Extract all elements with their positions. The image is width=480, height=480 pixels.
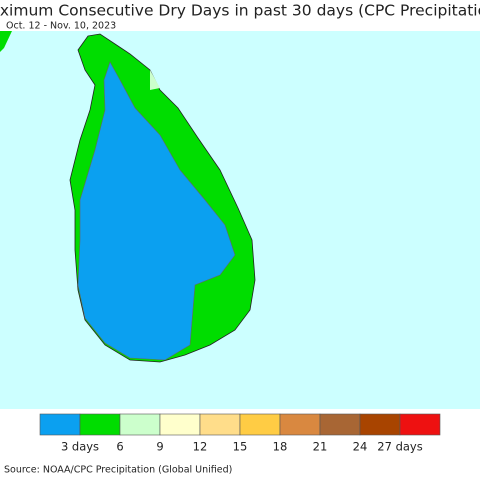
legend-label: 15 [233,440,248,454]
legend-label: 18 [273,440,288,454]
legend-swatch [359,413,401,436]
title: Maximum Consecutive Dry Days in past 30 … [0,2,480,20]
island-pale [150,70,160,90]
legend-swatch [79,413,121,436]
legend-label: 3 days [61,440,99,454]
legend-swatch [399,413,441,436]
island-blue [77,61,236,361]
land-india-tip [0,31,12,52]
legend-swatch [319,413,361,436]
legend-label: 21 [313,440,328,454]
legend-label: 12 [193,440,208,454]
subtitle: Oct. 12 - Nov. 10, 2023 [6,21,116,32]
legend-swatch [279,413,321,436]
legend-label: 9 [156,440,163,454]
legend-swatch [199,413,241,436]
legend-swatch [39,413,81,436]
source: Source: NOAA/CPC Precipitation (Global U… [4,465,232,476]
legend-swatch [119,413,161,436]
legend-label: 24 [353,440,368,454]
legend-swatch [239,413,281,436]
legend-swatch [159,413,201,436]
legend-label: 6 [116,440,123,454]
legend: 3 days 6 9 12 15 18 21 24 27 days [39,413,441,454]
legend-label: 27 days [377,440,422,454]
